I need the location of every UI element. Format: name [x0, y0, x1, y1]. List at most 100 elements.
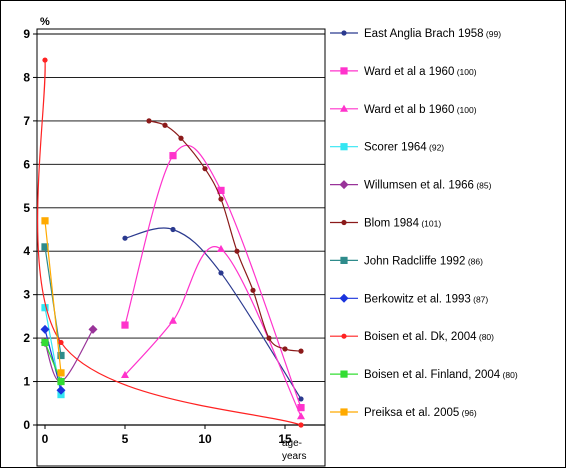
legend-label: John Radcliffe 1992 (86): [364, 255, 483, 267]
data-point: [169, 152, 177, 160]
legend-series-name: Boisen et al. Dk, 2004: [364, 331, 477, 343]
data-point: [297, 404, 305, 412]
y-tick-label: 4: [23, 244, 30, 258]
y-tick-label: 3: [23, 288, 30, 302]
data-point: [297, 412, 305, 420]
data-point: [298, 396, 304, 402]
data-point: [298, 422, 304, 428]
y-tick-label: 2: [23, 331, 30, 345]
data-point: [41, 304, 49, 312]
legend-label: Berkowitz et al. 1993 (87): [364, 293, 488, 305]
legend-label: Boisen et al. Finland, 2004 (80): [364, 369, 518, 381]
data-point: [41, 338, 49, 347]
x-tick-label: 15: [278, 432, 292, 446]
legend-series-ref: (80): [477, 332, 495, 342]
data-point: [56, 385, 66, 395]
data-point: [218, 270, 224, 276]
data-point: [298, 348, 304, 354]
legend-item: Ward et al a 1960 (100): [330, 66, 477, 78]
data-point: [162, 122, 168, 128]
legend-label: Preiksa et al. 2005 (96): [364, 407, 477, 419]
y-tick-label: 5: [23, 201, 30, 215]
legend-label: Willumsen et al. 1966 (85): [364, 180, 492, 192]
series-10: [41, 217, 65, 377]
legend-marker: [340, 104, 348, 112]
legend-series-ref: (100): [454, 67, 476, 77]
legend-series-ref: (87): [471, 294, 489, 304]
legend-series-ref: (101): [419, 219, 441, 229]
data-point: [218, 196, 224, 202]
legend-label: Ward et al b 1960 (100): [364, 104, 477, 116]
data-point: [57, 369, 65, 377]
legend-series-name: Ward et al a 1960: [364, 66, 454, 78]
legend-series-name: Preiksa et al. 2005: [364, 407, 459, 419]
y-tick-label: 9: [23, 27, 30, 41]
legend-item: Preiksa et al. 2005 (96): [330, 407, 477, 419]
legend-marker: [341, 333, 347, 339]
x-tick-label: 5: [122, 432, 129, 446]
series-line: [44, 220, 62, 373]
data-point: [57, 351, 65, 360]
data-point: [250, 287, 256, 293]
legend-item: East Anglia Brach 1958 (99): [330, 28, 501, 40]
legend-series-name: Blom 1984: [364, 218, 420, 230]
x-axis-label-line1: age-: [282, 438, 302, 449]
legend-series-name: Scorer 1964: [364, 142, 427, 154]
legend-series-ref: (86): [465, 256, 483, 266]
legend-series-ref: (96): [459, 408, 477, 418]
legend-item: Scorer 1964 (92): [330, 142, 444, 154]
legend-marker: [340, 408, 348, 416]
y-tick-label: 8: [23, 70, 30, 84]
legend-label: Blom 1984 (101): [364, 218, 441, 230]
legend-series-name: Berkowitz et al. 1993: [364, 293, 471, 305]
legend-series-name: John Radcliffe 1992: [364, 255, 465, 267]
legend-marker: [340, 370, 348, 378]
y-tick-label: 1: [23, 375, 30, 389]
legend-marker: [341, 219, 347, 226]
legend-marker: [341, 30, 347, 36]
legend-series-ref: (85): [474, 181, 492, 191]
legend-series-ref: (99): [484, 29, 502, 39]
data-point: [122, 235, 128, 241]
legend-item: Berkowitz et al. 1993 (87): [330, 293, 488, 305]
legend-series-name: Willumsen et al. 1966: [364, 180, 474, 192]
data-point: [217, 186, 225, 194]
legend-label: Ward et al a 1960 (100): [364, 66, 477, 78]
legend-marker: [339, 293, 349, 303]
axes: 0 1 2 3 4 5 6 7 8 9 0 5 10 15: [23, 27, 325, 446]
data-point: [169, 316, 177, 324]
y-tick-label: 0: [23, 418, 30, 432]
data-point: [202, 166, 208, 172]
data-point: [217, 244, 225, 253]
legend-item: Ward et al b 1960 (100): [330, 104, 477, 116]
legend-series-ref: (100): [454, 105, 476, 115]
series-7: [40, 324, 66, 395]
x-axis-label-line2: years: [282, 451, 306, 462]
series-2: [121, 244, 305, 420]
legend-series-ref: (80): [500, 370, 518, 380]
legend-label: Boisen et al. Dk, 2004 (80): [364, 331, 494, 343]
legend-series-ref: (92): [427, 143, 445, 153]
data-point: [42, 57, 48, 63]
data-point: [121, 321, 129, 329]
legend-marker: [339, 180, 349, 190]
legend-item: Willumsen et al. 1966 (85): [330, 180, 492, 192]
series-9: [41, 338, 65, 386]
data-point: [282, 346, 288, 352]
legend-item: John Radcliffe 1992 (86): [330, 255, 483, 267]
gridlines: [37, 33, 325, 383]
legend: East Anglia Brach 1958 (99) Ward et al a …: [330, 28, 518, 419]
data-point: [266, 335, 272, 341]
legend-marker: [340, 143, 348, 151]
data-point: [58, 339, 64, 346]
series-5: [146, 118, 304, 354]
legend-item: Blom 1984 (101): [330, 218, 441, 230]
data-point: [170, 226, 176, 233]
y-axis-label: %: [40, 16, 50, 28]
data-point: [40, 324, 50, 334]
series-0: [122, 226, 304, 402]
legend-label: East Anglia Brach 1958 (99): [364, 28, 501, 40]
y-tick-label: 6: [23, 157, 30, 171]
series-layer: [37, 57, 305, 428]
